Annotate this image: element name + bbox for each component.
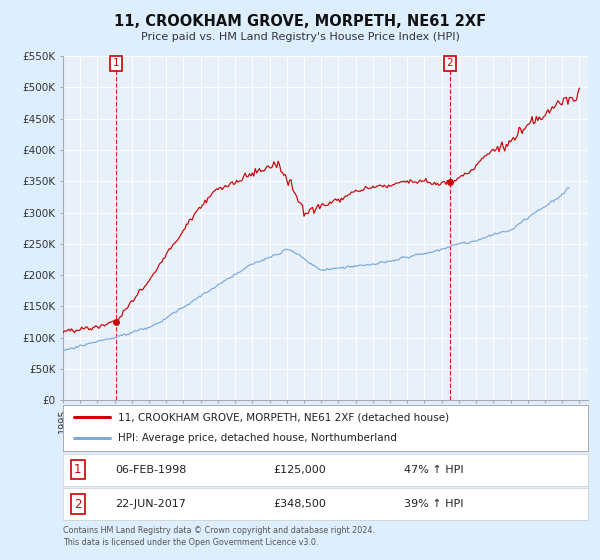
- Text: 47% ↑ HPI: 47% ↑ HPI: [404, 465, 464, 474]
- Text: Price paid vs. HM Land Registry's House Price Index (HPI): Price paid vs. HM Land Registry's House …: [140, 32, 460, 43]
- Text: 11, CROOKHAM GROVE, MORPETH, NE61 2XF: 11, CROOKHAM GROVE, MORPETH, NE61 2XF: [114, 14, 486, 29]
- Text: 11, CROOKHAM GROVE, MORPETH, NE61 2XF (detached house): 11, CROOKHAM GROVE, MORPETH, NE61 2XF (d…: [118, 412, 449, 422]
- Text: 2: 2: [446, 58, 453, 68]
- Text: 1: 1: [74, 463, 82, 476]
- Text: 1: 1: [113, 58, 119, 68]
- Text: £125,000: £125,000: [273, 465, 326, 474]
- Text: 06-FEB-1998: 06-FEB-1998: [115, 465, 187, 474]
- Text: £348,500: £348,500: [273, 500, 326, 509]
- Text: 2: 2: [74, 498, 82, 511]
- Text: HPI: Average price, detached house, Northumberland: HPI: Average price, detached house, Nort…: [118, 433, 397, 444]
- Text: Contains HM Land Registry data © Crown copyright and database right 2024.
This d: Contains HM Land Registry data © Crown c…: [63, 526, 375, 547]
- Text: 22-JUN-2017: 22-JUN-2017: [115, 500, 187, 509]
- Text: 39% ↑ HPI: 39% ↑ HPI: [404, 500, 464, 509]
